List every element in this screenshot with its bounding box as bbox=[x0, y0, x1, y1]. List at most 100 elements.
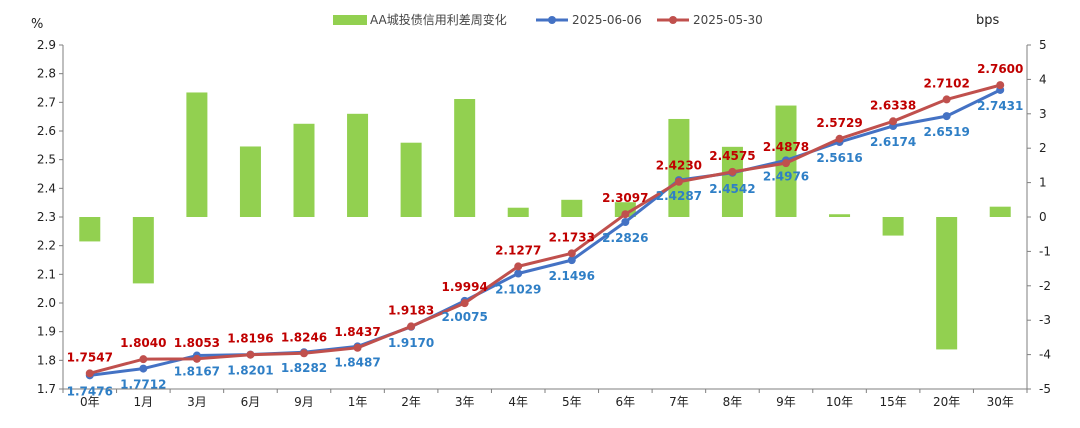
label-2025-05-30: 1.8246 bbox=[281, 330, 327, 344]
spread-change-bar bbox=[561, 199, 583, 217]
legend-blue-label: 2025-06-06 bbox=[572, 13, 642, 27]
label-2025-05-30: 1.8437 bbox=[334, 325, 380, 339]
right-tick-label: -3 bbox=[1039, 313, 1051, 327]
label-2025-05-30: 2.5729 bbox=[816, 116, 862, 130]
label-2025-05-30: 2.4575 bbox=[709, 149, 755, 163]
spread-change-bar bbox=[614, 202, 636, 217]
label-2025-06-06: 1.8487 bbox=[334, 355, 380, 369]
label-2025-05-30: 1.7547 bbox=[67, 350, 113, 364]
label-2025-05-30: 1.8053 bbox=[174, 336, 220, 350]
spread-change-bar bbox=[882, 217, 904, 236]
right-tick-label: 5 bbox=[1039, 38, 1047, 52]
marker-2025-06-06 bbox=[567, 256, 576, 265]
label-2025-06-06: 1.8201 bbox=[227, 364, 273, 378]
right-tick-label: -4 bbox=[1039, 348, 1051, 362]
label-2025-05-30: 1.8196 bbox=[227, 332, 273, 346]
marker-2025-05-30 bbox=[996, 81, 1005, 90]
label-2025-05-30: 2.1733 bbox=[549, 230, 595, 244]
spread-change-bar bbox=[186, 92, 208, 217]
lines bbox=[85, 81, 1005, 380]
label-2025-06-06: 1.9170 bbox=[388, 336, 434, 350]
x-tick-label: 1月 bbox=[134, 395, 154, 409]
x-tick-label: 6年 bbox=[616, 395, 636, 409]
label-2025-06-06: 2.4287 bbox=[656, 189, 702, 203]
label-2025-06-06: 2.5616 bbox=[816, 151, 862, 165]
marker-2025-05-30 bbox=[835, 134, 844, 143]
marker-2025-05-30 bbox=[407, 322, 416, 331]
marker-2025-06-06 bbox=[514, 269, 523, 278]
marker-2025-05-30 bbox=[460, 299, 469, 308]
legend: AA城投债信用利差周变化 2025-06-06 2025-05-30 bbox=[333, 12, 763, 27]
x-tick-label: 15年 bbox=[879, 395, 906, 409]
left-tick-label: 2.0 bbox=[37, 296, 56, 310]
legend-bar-label: AA城投债信用利差周变化 bbox=[370, 12, 507, 27]
axes: 1.7 1.8 1.9 2.0 2.1 2.2 2.3 2.4 2.5 2.6 2.7 2.8 2.9 -… bbox=[37, 38, 1051, 409]
label-2025-06-06: 1.7476 bbox=[67, 384, 113, 398]
legend-red-marker bbox=[669, 16, 677, 24]
marker-2025-05-30 bbox=[889, 117, 898, 126]
label-2025-06-06: 1.8167 bbox=[174, 365, 220, 379]
label-2025-06-06: 2.6174 bbox=[870, 135, 916, 149]
x-tick-label: 6月 bbox=[241, 395, 261, 409]
x-tick-label: 10年 bbox=[826, 395, 853, 409]
marker-2025-05-30 bbox=[300, 349, 308, 358]
marker-2025-05-30 bbox=[728, 167, 737, 176]
x-tick-label: 4年 bbox=[508, 395, 528, 409]
right-tick-label: 4 bbox=[1039, 72, 1047, 86]
left-tick-label: 1.8 bbox=[37, 353, 56, 367]
spread-change-bar bbox=[721, 146, 743, 217]
label-2025-05-30: 2.3097 bbox=[602, 191, 648, 205]
label-2025-06-06: 2.0075 bbox=[442, 310, 488, 324]
label-2025-05-30: 2.4230 bbox=[656, 159, 702, 173]
label-2025-05-30: 2.7600 bbox=[977, 62, 1023, 76]
label-2025-05-30: 1.9183 bbox=[388, 303, 434, 317]
left-tick-label: 2.2 bbox=[37, 239, 56, 253]
legend-bar-swatch bbox=[333, 15, 367, 25]
x-tick-label: 5年 bbox=[562, 395, 582, 409]
spread-change-bar bbox=[936, 217, 958, 350]
left-tick-label: 2.1 bbox=[37, 267, 56, 281]
right-tick-label: -5 bbox=[1039, 382, 1051, 396]
label-2025-06-06: 1.7712 bbox=[120, 378, 166, 392]
label-2025-06-06: 2.2826 bbox=[602, 231, 648, 245]
label-2025-06-06: 2.4976 bbox=[763, 169, 809, 183]
marker-2025-05-30 bbox=[192, 354, 201, 363]
marker-2025-05-30 bbox=[782, 159, 790, 168]
label-2025-05-30: 2.4878 bbox=[763, 140, 809, 154]
x-tick-label: 30年 bbox=[987, 395, 1014, 409]
left-tick-label: 2.3 bbox=[37, 210, 56, 224]
bars bbox=[79, 92, 1011, 350]
left-tick-label: 2.8 bbox=[37, 67, 56, 81]
spread-change-bar bbox=[239, 146, 261, 217]
marker-2025-06-06 bbox=[942, 112, 951, 121]
marker-2025-05-30 bbox=[942, 95, 951, 104]
spread-change-bar bbox=[347, 113, 369, 217]
x-tick-label: 9月 bbox=[294, 395, 314, 409]
left-tick-label: 1.7 bbox=[37, 382, 56, 396]
right-tick-label: 3 bbox=[1039, 107, 1047, 121]
label-2025-05-30: 1.9994 bbox=[442, 280, 488, 294]
x-tick-label: 3年 bbox=[455, 395, 475, 409]
x-tick-label: 3月 bbox=[187, 395, 207, 409]
data-labels: 1.7476 1.7712 1.8167 1.8201 1.8282 1.8487 1.91… bbox=[67, 62, 1024, 398]
label-2025-05-30: 2.6338 bbox=[870, 98, 916, 112]
spread-change-bar bbox=[79, 217, 101, 242]
x-tick-label: 2年 bbox=[401, 395, 421, 409]
marker-2025-05-30 bbox=[567, 249, 576, 258]
spread-change-bar bbox=[829, 214, 851, 217]
legend-red-label: 2025-05-30 bbox=[693, 13, 763, 27]
label-2025-06-06: 2.1496 bbox=[549, 269, 595, 283]
right-axis-unit: bps bbox=[976, 13, 1000, 28]
marker-2025-05-30 bbox=[139, 355, 148, 364]
label-2025-06-06: 1.8282 bbox=[281, 361, 327, 375]
spread-change-bar bbox=[293, 123, 315, 217]
label-2025-06-06: 2.4542 bbox=[709, 182, 755, 196]
x-tick-label: 8年 bbox=[723, 395, 743, 409]
right-tick-label: 2 bbox=[1039, 141, 1047, 155]
spread-change-bar bbox=[454, 99, 476, 217]
marker-2025-05-30 bbox=[514, 262, 523, 271]
label-2025-05-30: 1.8040 bbox=[120, 336, 166, 350]
spread-change-bar bbox=[668, 118, 690, 217]
legend-blue-marker bbox=[548, 16, 556, 24]
